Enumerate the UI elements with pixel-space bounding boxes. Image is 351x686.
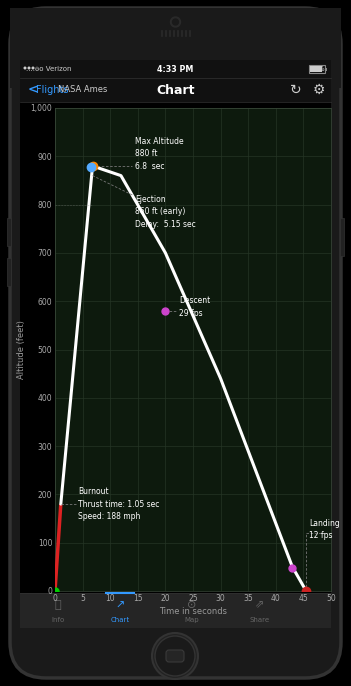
Text: Burnout
Thrust time: 1.05 sec
Speed: 188 mph: Burnout Thrust time: 1.05 sec Speed: 188… xyxy=(78,487,160,521)
Bar xyxy=(20,78,331,102)
Y-axis label: Altitude (feet): Altitude (feet) xyxy=(17,320,26,379)
Text: Max Altitude
880 ft
6.8  sec: Max Altitude 880 ft 6.8 sec xyxy=(135,137,184,171)
Bar xyxy=(340,218,344,256)
Text: <: < xyxy=(28,84,39,97)
Text: Info: Info xyxy=(51,617,65,624)
Text: ⚙: ⚙ xyxy=(313,83,325,97)
Text: Descent
29 fps: Descent 29 fps xyxy=(179,296,211,318)
Bar xyxy=(7,258,11,286)
Circle shape xyxy=(152,633,198,679)
Text: ....oo Verizon: ....oo Verizon xyxy=(26,66,72,72)
Text: Chart: Chart xyxy=(156,84,195,97)
Text: ⎕: ⎕ xyxy=(55,600,61,611)
Bar xyxy=(309,65,325,73)
Text: NASA Ames: NASA Ames xyxy=(58,84,107,93)
Bar xyxy=(10,8,341,88)
Text: Share: Share xyxy=(250,617,270,624)
Text: 4:33 PM: 4:33 PM xyxy=(157,64,194,73)
Circle shape xyxy=(155,636,195,676)
Bar xyxy=(7,218,11,246)
Bar xyxy=(20,593,331,628)
Circle shape xyxy=(172,19,179,25)
Bar xyxy=(310,66,322,72)
X-axis label: Time in seconds: Time in seconds xyxy=(159,607,227,616)
Bar xyxy=(20,68,331,628)
Circle shape xyxy=(35,67,39,69)
Text: 88%: 88% xyxy=(309,66,325,72)
Text: Ejection
860 ft (early)
Delay:  5.15 sec: Ejection 860 ft (early) Delay: 5.15 sec xyxy=(135,195,196,229)
Circle shape xyxy=(171,17,180,27)
Text: Chart: Chart xyxy=(111,617,130,624)
Text: ⊙: ⊙ xyxy=(187,600,197,611)
Text: Flights: Flights xyxy=(36,85,68,95)
Text: Landing
12 fps: Landing 12 fps xyxy=(309,519,340,540)
Text: Map: Map xyxy=(185,617,199,624)
Bar xyxy=(20,60,331,78)
FancyBboxPatch shape xyxy=(10,8,341,678)
Text: ⇗: ⇗ xyxy=(255,600,265,611)
Circle shape xyxy=(27,67,31,69)
Circle shape xyxy=(32,67,34,69)
Circle shape xyxy=(24,67,26,69)
Text: ↻: ↻ xyxy=(290,83,302,97)
FancyBboxPatch shape xyxy=(166,650,184,662)
Bar xyxy=(325,67,327,71)
Text: ↗: ↗ xyxy=(115,600,125,611)
